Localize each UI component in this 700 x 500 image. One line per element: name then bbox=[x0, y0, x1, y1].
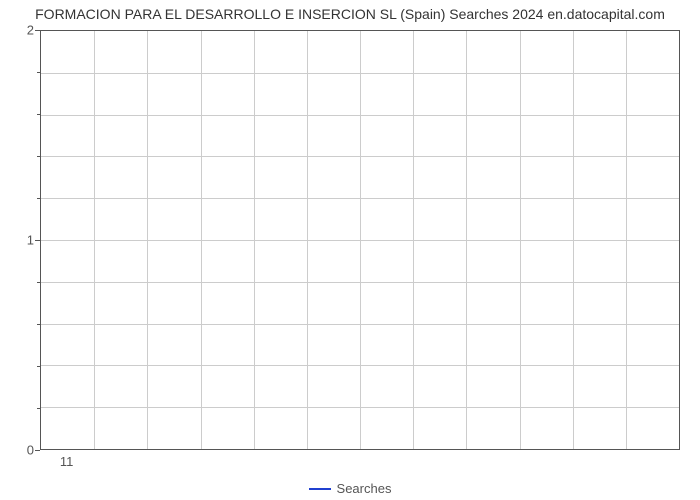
y-tick-minor bbox=[37, 282, 40, 283]
y-tick-minor bbox=[37, 324, 40, 325]
y-tick-minor bbox=[37, 198, 40, 199]
y-tick-minor bbox=[37, 408, 40, 409]
y-tick-mark bbox=[35, 450, 40, 451]
gridline-horizontal bbox=[41, 198, 679, 199]
y-tick-mark bbox=[35, 30, 40, 31]
gridline-horizontal bbox=[41, 324, 679, 325]
y-tick-minor bbox=[37, 156, 40, 157]
gridline-horizontal bbox=[41, 73, 679, 74]
legend-label: Searches bbox=[337, 481, 392, 496]
gridline-horizontal bbox=[41, 365, 679, 366]
y-tick-minor bbox=[37, 366, 40, 367]
y-tick-mark bbox=[35, 240, 40, 241]
y-tick-label: 0 bbox=[4, 443, 34, 458]
plot-area bbox=[40, 30, 680, 450]
legend: Searches bbox=[0, 480, 700, 496]
legend-swatch bbox=[309, 488, 331, 490]
chart-title: FORMACION PARA EL DESARROLLO E INSERCION… bbox=[0, 6, 700, 22]
y-tick-minor bbox=[37, 72, 40, 73]
x-tick-label: 11 bbox=[60, 454, 74, 469]
gridline-horizontal bbox=[41, 282, 679, 283]
y-tick-label: 2 bbox=[4, 23, 34, 38]
gridline-horizontal bbox=[41, 240, 679, 241]
gridline-horizontal bbox=[41, 156, 679, 157]
gridline-horizontal bbox=[41, 407, 679, 408]
chart-container: FORMACION PARA EL DESARROLLO E INSERCION… bbox=[0, 0, 700, 500]
y-tick-minor bbox=[37, 114, 40, 115]
y-tick-label: 1 bbox=[4, 233, 34, 248]
gridline-horizontal bbox=[41, 115, 679, 116]
